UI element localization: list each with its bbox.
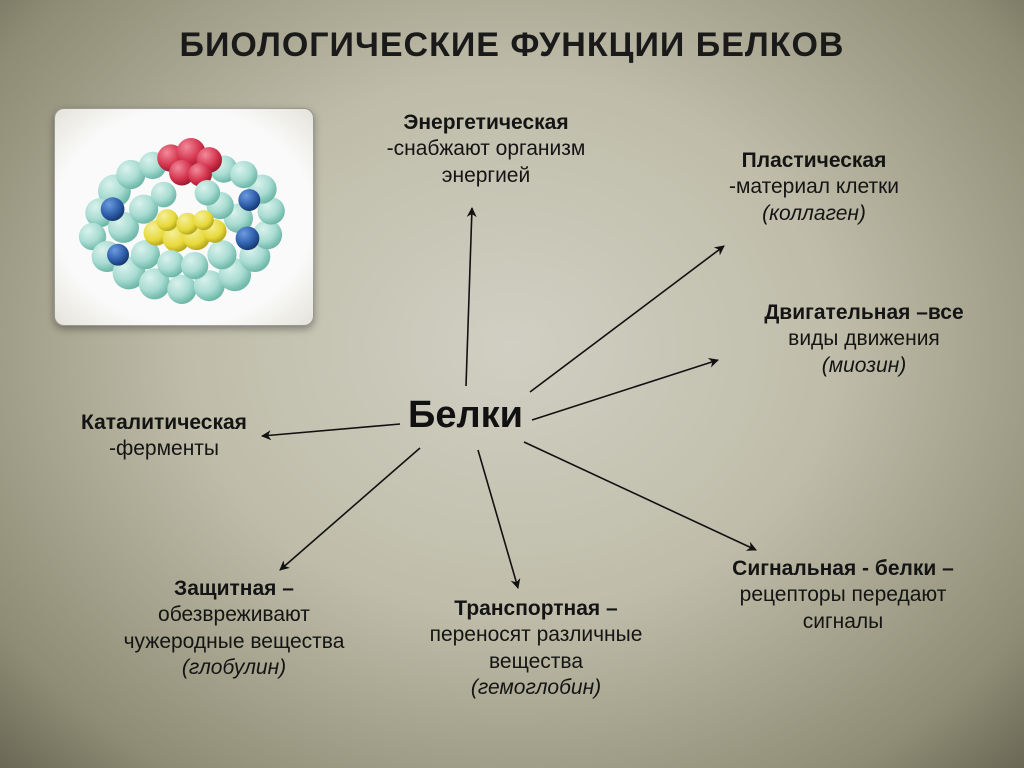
node-line: виды движения xyxy=(724,326,1004,352)
center-node: Белки xyxy=(408,394,523,437)
node-line: -снабжают организм xyxy=(336,136,636,162)
node-example: (миозин) xyxy=(724,353,1004,379)
node-line: обезвреживают xyxy=(84,602,384,628)
node-line: энергией xyxy=(336,163,636,189)
node-energy: Энергетическая -снабжают организм энерги… xyxy=(336,110,636,189)
node-line: -ферменты xyxy=(34,436,294,462)
node-line: Защитная – xyxy=(84,576,384,602)
node-line: Транспортная – xyxy=(386,596,686,622)
protein-molecule-image xyxy=(54,108,314,326)
node-line: рецепторы передают xyxy=(688,582,998,608)
node-motor: Двигательная –все виды движения (миозин) xyxy=(724,300,1004,379)
node-catalytic: Каталитическая -ферменты xyxy=(34,410,294,463)
node-signal: Сигнальная - белки – рецепторы передают … xyxy=(688,556,998,635)
node-example: (гемоглобин) xyxy=(386,675,686,701)
node-example: (коллаген) xyxy=(664,201,964,227)
node-line: -материал клетки xyxy=(664,174,964,200)
node-protective: Защитная – обезвреживают чужеродные веще… xyxy=(84,576,384,681)
node-line: Сигнальная - белки – xyxy=(688,556,998,582)
node-line: вещества xyxy=(386,649,686,675)
node-line: Пластическая xyxy=(664,148,964,174)
node-line: Энергетическая xyxy=(336,110,636,136)
node-example: (глобулин) xyxy=(84,655,384,681)
page-title: БИОЛОГИЧЕСКИЕ ФУНКЦИИ БЕЛКОВ xyxy=(0,26,1024,65)
node-plastic: Пластическая -материал клетки (коллаген) xyxy=(664,148,964,227)
node-line: чужеродные вещества xyxy=(84,629,384,655)
node-line: переносят различные xyxy=(386,622,686,648)
node-line: Каталитическая xyxy=(34,410,294,436)
node-line: сигналы xyxy=(688,609,998,635)
node-line: Двигательная –все xyxy=(724,300,1004,326)
node-transport: Транспортная – переносят различные вещес… xyxy=(386,596,686,701)
